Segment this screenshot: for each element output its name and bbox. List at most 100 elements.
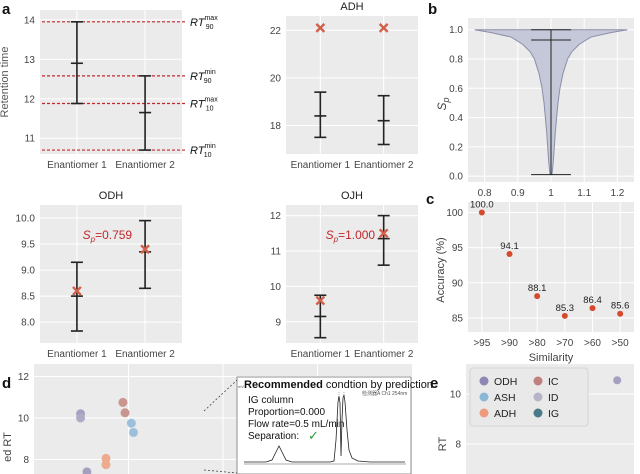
d-scatter-ytick-label: 8 [23,455,29,466]
b-violin-xtick-label: 0.9 [511,188,525,199]
c-scatter-xtick-label: >80 [529,338,546,349]
c-scatter-data-point [617,310,624,317]
c-scatter-data-point [589,305,596,312]
e-scatter-legend-swatch [533,376,543,386]
reference-line-label: RTmin 90 [190,69,216,85]
e-scatter-data-point [613,376,622,385]
e-scatter-legend-label: IG [548,408,559,420]
odh-ytick-label: 9.0 [21,266,35,277]
c-scatter-ytick-label: 90 [452,278,464,289]
adh-title: ADH [340,1,363,13]
b-violin-xtick-label: 1.2 [610,188,624,199]
d-scatter-ytick-label: 10 [18,413,30,424]
d-scatter-data-point [82,467,92,474]
inset-title: Recommended condtion by prediction [244,379,433,391]
b-violin-ylabel: Sp [435,97,451,110]
sp-ylabel-base: S [435,103,449,111]
odh-xtick-label: Enantiomer 1 [47,349,107,360]
reference-label-sub: 90 [204,78,212,85]
c-scatter-value-label: 86.4 [583,295,602,306]
c-scatter-plot-area [468,202,634,332]
odh-sp-annotation: Sp=0.759 [83,228,133,244]
c-scatter-data-point [561,312,568,319]
reference-line-label: RTmax 10 [190,97,218,113]
c-scatter-value-label: 94.1 [500,241,519,252]
e-scatter-legend-box [469,367,589,427]
panel-letter-d: d [2,375,11,392]
sp-ylabel-sub: p [441,97,451,103]
c-scatter-value-label: 85.6 [611,301,630,312]
inset-title-bold: Recommended [244,379,323,391]
odh-ytick-label: 9.5 [21,240,35,251]
c-scatter-data-point [506,251,513,257]
d-scatter-data-point [76,413,86,423]
c-scatter-ytick-label: 85 [452,313,464,324]
ojh-cross-marker [315,295,326,306]
inset-frame [236,376,412,474]
adh-xtick-label: Enantiomer 2 [354,160,414,171]
adh-ytick-label: 18 [270,121,282,132]
reference-label-sup: min [204,69,215,76]
a-ylabel: Retention time [0,47,11,118]
ojh-title: OJH [341,190,363,202]
e-scatter-ytick-label: 10 [450,390,462,401]
reference-label-sup: max [204,15,218,22]
a-main-ytick-label: 11 [25,134,36,145]
adh-ytick-label: 20 [270,73,282,84]
d-scatter-data-point [101,460,111,470]
adh-ytick-label: 22 [270,26,282,37]
ojh-xtick-label: Enantiomer 2 [354,349,414,360]
a-main-ytick-label: 14 [24,15,36,26]
a-main-xtick-label: Enantiomer 1 [47,160,107,171]
odh-plot-area [40,205,182,343]
adh-cross-marker [378,23,389,33]
adh-plot-area [286,16,418,154]
c-scatter-ytick-label: 95 [452,243,464,254]
e-scatter-legend-label: ASH [494,392,516,404]
ojh-ytick-label: 9 [275,317,281,328]
c-scatter-xtick-label: >90 [501,338,518,349]
inset-connector-bottom [203,469,238,474]
sp-annotation-sub: p [333,235,339,244]
reference-label-base: RT [190,145,206,157]
reference-label-sup: max [204,97,218,104]
d-scatter-data-point [118,397,128,407]
reference-label-sub: 10 [206,106,214,113]
d-scatter-ytick-label: 12 [18,372,30,383]
ojh-ytick-label: 11 [271,247,282,258]
reference-line-label: RTmin 10 [190,143,216,159]
reference-label-base: RT [190,71,206,83]
reference-label-sub: 90 [206,24,214,31]
check-mark-icon: ✓ [308,428,319,443]
odh-cross-marker [72,286,82,296]
ojh-cross-marker [378,228,389,239]
sp-annotation-text: =1.000 [338,228,375,242]
sp-annotation-sub: p [90,235,96,244]
c-scatter-xtick-label: >70 [556,338,573,349]
inset-line-column: IG column [248,395,294,406]
e-scatter-legend-label: ADH [494,408,516,420]
c-scatter-xtick-label: >60 [584,338,601,349]
c-scatter-xlabel: Similarity [529,352,574,364]
b-violin-ytick-label: 0.2 [449,142,463,153]
e-scatter-legend-swatch [479,392,489,402]
c-scatter-value-label: 85.3 [556,303,575,314]
inset-corner-text: 检测器A Ch1 254nm [362,390,407,397]
sp-annotation-S: S [326,228,334,242]
ojh-xtick-label: Enantiomer 1 [291,349,351,360]
c-scatter-xtick-label: >95 [473,338,490,349]
inset-title-rest: condtion by prediction [323,379,433,391]
chromatogram-inset: Recommended condtion by prediction IG co… [203,376,433,474]
b-violin-xtick-label: 1 [548,188,554,199]
a-main-xtick-label: Enantiomer 2 [115,160,175,171]
reference-label-sup: min [204,143,215,150]
chromatogram-trace [244,394,405,463]
reference-line-label: RTmax 90 [190,15,218,31]
c-scatter-data-point [478,209,485,216]
odh-xtick-label: Enantiomer 2 [115,349,175,360]
c-scatter-value-label: 100.0 [470,200,494,211]
ojh-sp-annotation: Sp=1.000 [326,228,376,244]
adh-xtick-label: Enantiomer 1 [291,160,351,171]
odh-ytick-label: 8.5 [21,292,35,303]
c-scatter-ytick-label: 100 [446,208,463,219]
